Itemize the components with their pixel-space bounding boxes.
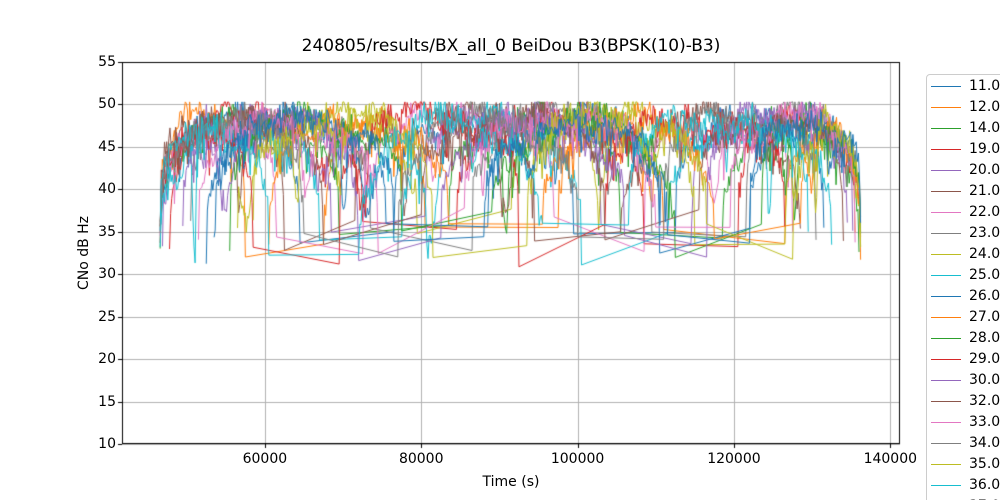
y-tick-label: 55 [98,54,116,70]
legend-line-sample [931,275,961,276]
legend-item: 28.0 [927,328,1000,349]
x-axis-label: Time (s) [482,474,540,490]
legend-item: 11.0 [927,76,1000,97]
legend-item: 26.0 [927,286,1000,307]
legend-line-sample [931,128,961,129]
legend-item: 20.0 [927,160,1000,181]
legend-item-label: 24.0 [969,246,1000,262]
legend-item-label: 26.0 [969,288,1000,304]
legend-line-sample [931,443,961,444]
y-tick-label: 35 [98,223,116,240]
legend-item-label: 36.0 [969,477,1000,493]
legend-item: 19.0 [927,139,1000,160]
y-tick-label: 45 [98,138,116,155]
legend-item: 12.0 [927,97,1000,118]
legend-item-label: 28.0 [969,330,1000,346]
y-tick-label: 50 [98,96,116,113]
legend-item: 27.0 [927,307,1000,328]
legend-item: 35.0 [927,454,1000,475]
legend-line-sample [931,401,961,402]
legend-item-label: 12.0 [969,99,1000,115]
y-tick-label: 30 [98,266,116,283]
legend-line-sample [931,170,961,171]
legend-item: 14.0 [927,118,1000,139]
x-tick-label: 100000 [550,451,605,467]
legend-item: 32.0 [927,391,1000,412]
legend-item-label: 22.0 [969,204,1000,220]
legend-item: 21.0 [927,181,1000,202]
legend-item-label: 33.0 [969,414,1000,430]
legend-line-sample [931,464,961,465]
legend-line-sample [931,296,961,297]
legend-line-sample [931,422,961,423]
legend-item-label: 29.0 [969,351,1000,367]
legend-item: 37.0 [927,496,1000,500]
y-tick-label: 40 [98,181,116,198]
legend-item-label: 35.0 [969,456,1000,472]
x-tick-label: 80000 [398,451,444,467]
legend-line-sample [931,86,961,87]
legend-item-label: 30.0 [969,372,1000,388]
y-tick-label: 25 [98,308,116,325]
legend-line-sample [931,254,961,255]
legend-line-sample [931,212,961,213]
legend-item-label: 20.0 [969,162,1000,178]
legend-line-sample [931,338,961,339]
x-tick-label: 60000 [242,451,288,467]
legend-item: 22.0 [927,202,1000,223]
y-tick-label: 15 [98,393,116,410]
legend-item-label: 37.0 [969,496,1000,500]
legend-item: 25.0 [927,265,1000,286]
legend-line-sample [931,191,961,192]
legend-item: 23.0 [927,223,1000,244]
chart-title: 240805/results/BX_all_0 BeiDou B3(BPSK(1… [301,36,721,56]
x-tick-label: 120000 [707,451,761,467]
legend-line-sample [931,149,961,150]
legend-item: 30.0 [927,370,1000,391]
y-tick-label: 20 [98,351,116,368]
legend-item-label: 11.0 [969,78,1000,94]
legend-line-sample [931,485,961,486]
y-tick-label: 10 [98,436,116,452]
legend-line-sample [931,317,961,318]
legend-item: 33.0 [927,412,1000,433]
legend-item: 36.0 [927,475,1000,496]
legend-item-label: 19.0 [969,141,1000,157]
legend-item-label: 21.0 [969,183,1000,199]
legend-item-label: 34.0 [969,435,1000,451]
legend-item: 29.0 [927,349,1000,370]
legend-item-label: 25.0 [969,267,1000,283]
legend-line-sample [931,359,961,360]
legend-item: 24.0 [927,244,1000,265]
legend-item-label: 23.0 [969,225,1000,241]
legend-item: 34.0 [927,433,1000,454]
x-tick-label: 140000 [863,451,918,467]
legend-line-sample [931,380,961,381]
legend-line-sample [931,107,961,108]
legend-item-label: 32.0 [969,393,1000,409]
legend-item-label: 27.0 [969,309,1000,325]
legend: 11.0 12.0 14.0 19.0 20.0 21.0 22.0 23.0 24.0 25.0… [926,74,1000,500]
legend-item-label: 14.0 [969,120,1000,136]
legend-line-sample [931,233,961,234]
